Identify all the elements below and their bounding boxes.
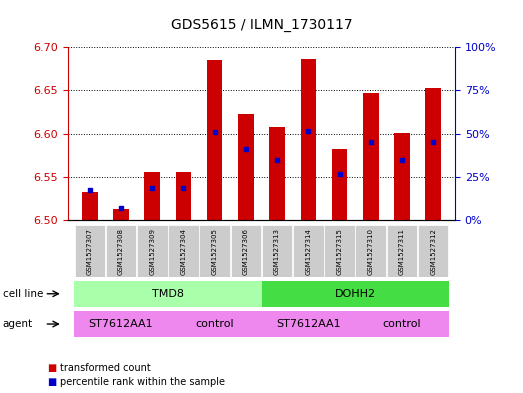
- Text: GSM1527315: GSM1527315: [336, 228, 343, 275]
- Text: GSM1527312: GSM1527312: [430, 228, 436, 275]
- Bar: [238, 114, 254, 220]
- Text: cell line: cell line: [3, 289, 43, 299]
- Text: GDS5615 / ILMN_1730117: GDS5615 / ILMN_1730117: [170, 18, 353, 32]
- Bar: [355, 311, 449, 337]
- Bar: [106, 224, 137, 277]
- Text: agent: agent: [3, 319, 33, 329]
- Text: GSM1527305: GSM1527305: [212, 228, 218, 275]
- Text: GSM1527313: GSM1527313: [274, 228, 280, 275]
- Bar: [113, 209, 129, 220]
- Text: GSM1527309: GSM1527309: [149, 228, 155, 275]
- Bar: [262, 311, 355, 337]
- Bar: [82, 191, 98, 220]
- Text: control: control: [383, 319, 421, 329]
- Bar: [199, 224, 230, 277]
- Bar: [207, 60, 222, 220]
- Text: control: control: [196, 319, 234, 329]
- Text: ST7612AA1: ST7612AA1: [89, 319, 153, 329]
- Bar: [324, 224, 355, 277]
- Text: GSM1527314: GSM1527314: [305, 228, 311, 275]
- Bar: [418, 224, 448, 277]
- Text: TMD8: TMD8: [152, 289, 184, 299]
- Text: percentile rank within the sample: percentile rank within the sample: [60, 377, 225, 387]
- Text: ST7612AA1: ST7612AA1: [276, 319, 340, 329]
- Bar: [168, 311, 262, 337]
- Bar: [137, 224, 167, 277]
- Bar: [176, 172, 191, 220]
- Bar: [356, 224, 386, 277]
- Text: DOHH2: DOHH2: [335, 289, 376, 299]
- Bar: [269, 127, 285, 220]
- Bar: [363, 93, 379, 220]
- Bar: [75, 224, 105, 277]
- Bar: [332, 149, 347, 220]
- Text: ■: ■: [47, 377, 56, 387]
- Bar: [168, 224, 199, 277]
- Bar: [262, 281, 449, 307]
- Text: GSM1527306: GSM1527306: [243, 228, 249, 275]
- Text: GSM1527307: GSM1527307: [87, 228, 93, 275]
- Bar: [386, 224, 417, 277]
- Bar: [231, 224, 261, 277]
- Text: GSM1527311: GSM1527311: [399, 228, 405, 275]
- Bar: [425, 88, 441, 220]
- Bar: [74, 311, 168, 337]
- Text: GSM1527308: GSM1527308: [118, 228, 124, 275]
- Bar: [144, 172, 160, 220]
- Text: transformed count: transformed count: [60, 363, 151, 373]
- Text: ■: ■: [47, 363, 56, 373]
- Text: GSM1527310: GSM1527310: [368, 228, 374, 275]
- Bar: [262, 224, 292, 277]
- Bar: [301, 59, 316, 220]
- Bar: [394, 133, 410, 220]
- Bar: [293, 224, 324, 277]
- Text: GSM1527304: GSM1527304: [180, 228, 187, 275]
- Bar: [74, 281, 262, 307]
